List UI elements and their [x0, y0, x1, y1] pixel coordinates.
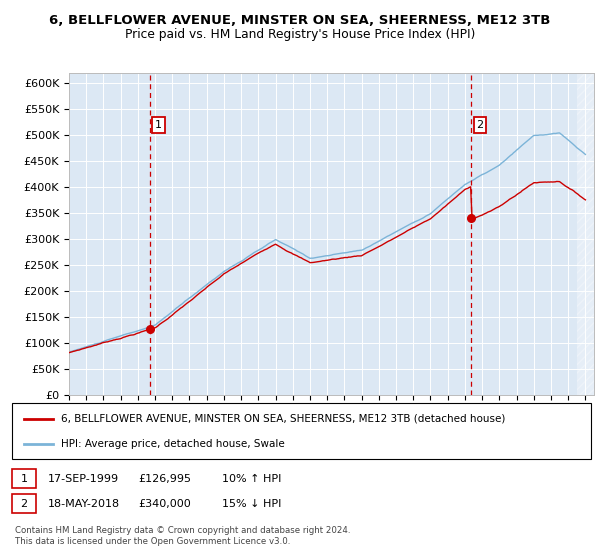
- Text: 10% ↑ HPI: 10% ↑ HPI: [222, 474, 281, 484]
- FancyBboxPatch shape: [12, 403, 591, 459]
- Text: Contains HM Land Registry data © Crown copyright and database right 2024.
This d: Contains HM Land Registry data © Crown c…: [15, 526, 350, 546]
- Text: HPI: Average price, detached house, Swale: HPI: Average price, detached house, Swal…: [61, 438, 285, 449]
- Text: 2: 2: [20, 499, 28, 509]
- Text: 6, BELLFLOWER AVENUE, MINSTER ON SEA, SHEERNESS, ME12 3TB (detached house): 6, BELLFLOWER AVENUE, MINSTER ON SEA, SH…: [61, 414, 506, 424]
- Text: £126,995: £126,995: [138, 474, 191, 484]
- Text: 1: 1: [155, 120, 162, 130]
- Text: £340,000: £340,000: [138, 499, 191, 509]
- Text: 18-MAY-2018: 18-MAY-2018: [48, 499, 120, 509]
- Text: Price paid vs. HM Land Registry's House Price Index (HPI): Price paid vs. HM Land Registry's House …: [125, 28, 475, 41]
- Text: 15% ↓ HPI: 15% ↓ HPI: [222, 499, 281, 509]
- Text: 6, BELLFLOWER AVENUE, MINSTER ON SEA, SHEERNESS, ME12 3TB: 6, BELLFLOWER AVENUE, MINSTER ON SEA, SH…: [49, 14, 551, 27]
- Text: 2: 2: [476, 120, 484, 130]
- Text: 17-SEP-1999: 17-SEP-1999: [48, 474, 119, 484]
- Text: 1: 1: [20, 474, 28, 484]
